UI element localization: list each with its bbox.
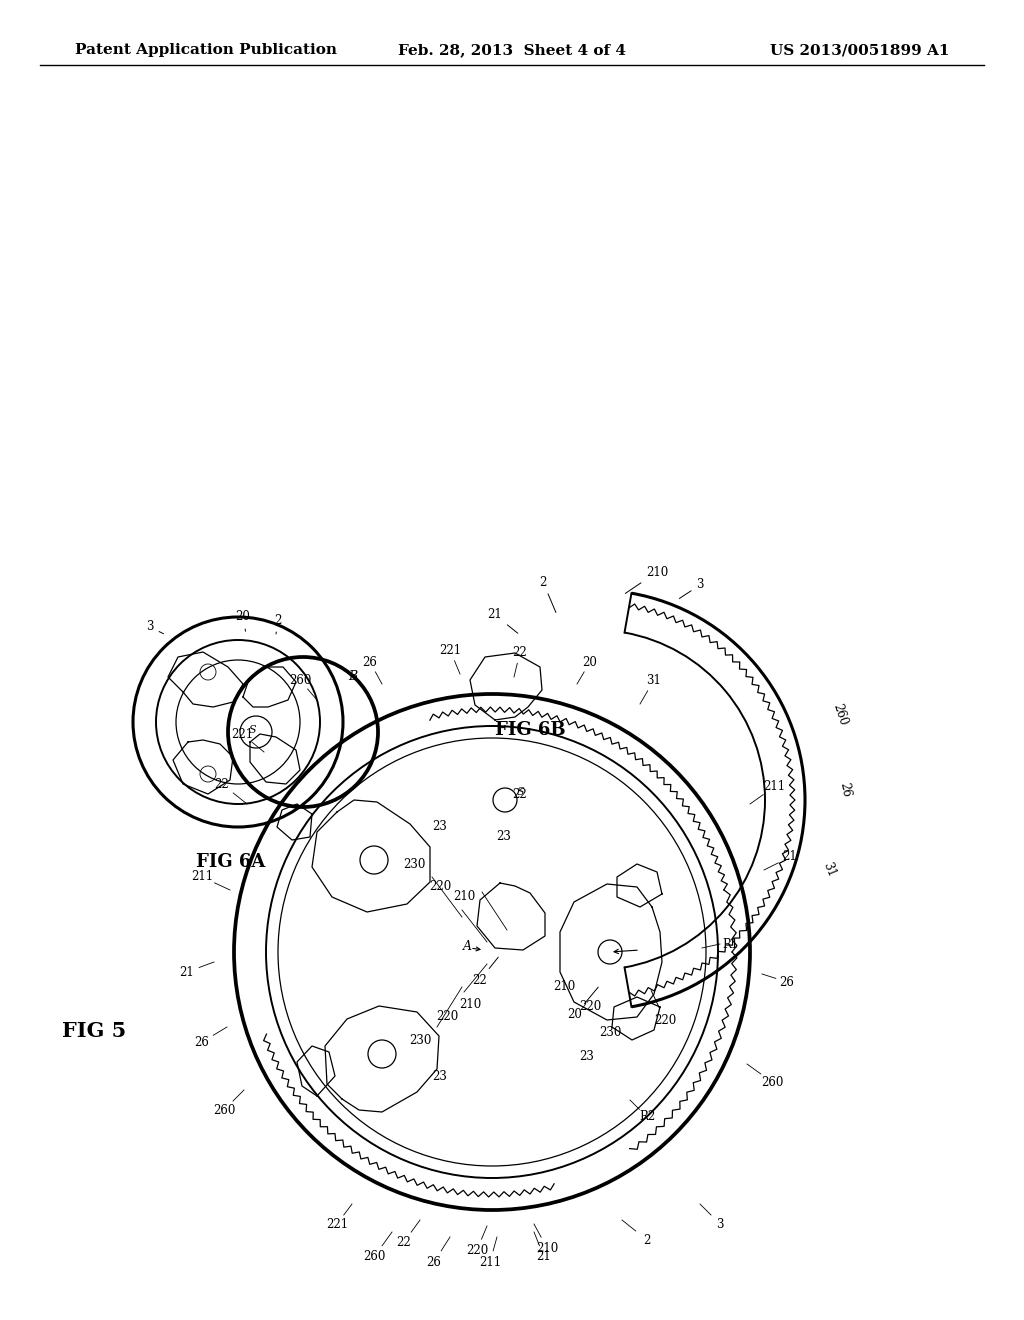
- Text: 26: 26: [427, 1255, 441, 1269]
- Text: A: A: [463, 940, 471, 953]
- Text: 22: 22: [473, 957, 499, 986]
- Text: 210: 210: [459, 998, 481, 1011]
- Text: 210: 210: [453, 891, 475, 903]
- Text: 210: 210: [626, 565, 668, 594]
- Text: S: S: [516, 787, 524, 797]
- Text: 3: 3: [146, 620, 164, 634]
- Text: 23: 23: [432, 1071, 447, 1084]
- Text: 260: 260: [761, 1076, 783, 1089]
- Text: Feb. 28, 2013  Sheet 4 of 4: Feb. 28, 2013 Sheet 4 of 4: [398, 44, 626, 57]
- Text: 220: 220: [651, 990, 676, 1027]
- Text: R2: R2: [639, 1110, 655, 1123]
- Text: 3: 3: [716, 1217, 724, 1230]
- Text: 21: 21: [537, 1250, 551, 1263]
- Text: 23: 23: [580, 1051, 595, 1064]
- Text: 21: 21: [179, 965, 195, 978]
- Text: 23: 23: [497, 830, 511, 843]
- Text: 260: 260: [830, 702, 849, 727]
- Text: 21: 21: [782, 850, 798, 863]
- Text: 2: 2: [540, 576, 556, 612]
- Text: B: B: [348, 671, 357, 682]
- Text: 20: 20: [567, 987, 598, 1022]
- Text: FIG 6B: FIG 6B: [495, 721, 565, 739]
- Text: 21: 21: [487, 609, 518, 634]
- Text: 211: 211: [763, 780, 785, 793]
- Text: 230: 230: [409, 1034, 431, 1047]
- Text: 230: 230: [599, 1026, 622, 1039]
- Text: 31: 31: [646, 673, 662, 686]
- Text: 260: 260: [289, 673, 311, 686]
- Text: 221: 221: [326, 1217, 348, 1230]
- Text: 210: 210: [553, 981, 575, 994]
- Text: 230: 230: [402, 858, 425, 870]
- Text: 211: 211: [190, 870, 213, 883]
- Text: 31: 31: [820, 861, 838, 879]
- Text: Patent Application Publication: Patent Application Publication: [75, 44, 337, 57]
- Text: 23: 23: [432, 821, 447, 833]
- Text: 20: 20: [583, 656, 597, 668]
- Text: 260: 260: [213, 1104, 236, 1117]
- Text: 220: 220: [579, 1001, 601, 1014]
- Text: 221: 221: [231, 727, 253, 741]
- Text: 220: 220: [466, 1243, 488, 1257]
- Text: 220: 220: [436, 1011, 458, 1023]
- Text: 221: 221: [439, 644, 461, 656]
- Text: 210: 210: [536, 1242, 558, 1254]
- Text: US 2013/0051899 A1: US 2013/0051899 A1: [770, 44, 950, 57]
- Text: 22: 22: [513, 645, 527, 659]
- Text: 260: 260: [362, 1250, 385, 1263]
- Text: 211: 211: [479, 1255, 501, 1269]
- Text: 22: 22: [215, 777, 229, 791]
- Text: 26: 26: [362, 656, 378, 668]
- Text: 3: 3: [679, 578, 703, 598]
- Text: 26: 26: [779, 975, 795, 989]
- Text: 22: 22: [396, 1236, 412, 1249]
- Text: 20: 20: [236, 610, 251, 631]
- Text: 2: 2: [274, 614, 282, 634]
- Text: S: S: [248, 725, 256, 735]
- Text: R1: R1: [722, 937, 738, 950]
- Text: 2: 2: [643, 1233, 650, 1246]
- Text: 26: 26: [195, 1035, 210, 1048]
- Text: 220: 220: [429, 880, 452, 894]
- Text: FIG 5: FIG 5: [62, 1020, 126, 1041]
- Text: FIG 6A: FIG 6A: [196, 853, 265, 871]
- Text: 26: 26: [837, 781, 852, 799]
- Text: 22: 22: [513, 788, 527, 800]
